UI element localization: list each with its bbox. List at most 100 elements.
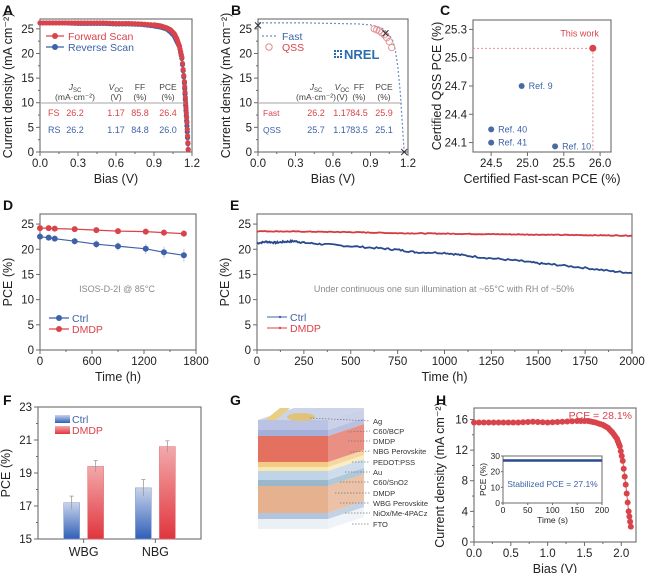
y-tick-label: 0 bbox=[28, 147, 34, 159]
table-cell: 25.9 bbox=[375, 108, 393, 118]
y-axis-label: Current density (mA cm⁻²) bbox=[433, 402, 447, 548]
inset-y-tick-label: 10 bbox=[491, 482, 501, 492]
panel-label-H: H bbox=[436, 392, 446, 408]
data-point bbox=[184, 119, 190, 126]
legend-marker bbox=[56, 326, 62, 332]
inset-x-tick-label: 50 bbox=[523, 505, 533, 515]
table-cell: 25.1 bbox=[375, 125, 393, 135]
data-point bbox=[37, 225, 43, 232]
y-tick-label: 24.4 bbox=[445, 109, 468, 121]
layer-label: DMDP bbox=[373, 489, 395, 498]
data-point bbox=[142, 245, 149, 252]
panel-e: 0 250 500 750 1000 1250 1500 1750 2000 0 5 10 15 20 25… bbox=[218, 213, 645, 384]
table-header-unit: (mA·cm⁻²) bbox=[296, 92, 336, 102]
x-tick-label: 0.3 bbox=[70, 158, 86, 170]
cross-marker bbox=[400, 148, 408, 156]
layer-side bbox=[328, 507, 364, 529]
y-tick-label: 0 bbox=[246, 147, 252, 159]
table-header: FF bbox=[135, 82, 145, 92]
x-tick-label: 0.6 bbox=[325, 158, 341, 170]
bar-dmdp bbox=[159, 446, 176, 540]
data-point bbox=[71, 238, 78, 245]
layer-front bbox=[258, 462, 328, 467]
table-cell: 26.2 bbox=[66, 125, 84, 135]
x-tick-label: 1.0 bbox=[540, 548, 556, 560]
layer-side bbox=[328, 501, 364, 519]
layer-top bbox=[258, 408, 364, 420]
x-tick-label: 1.5 bbox=[576, 548, 592, 560]
table-cell: 26.0 bbox=[159, 125, 177, 135]
data-point bbox=[616, 443, 623, 450]
table-cell: 26.4 bbox=[159, 108, 177, 118]
layer-label: NiOx/Me-4PACz bbox=[373, 509, 428, 518]
data-point bbox=[544, 419, 551, 426]
data-point bbox=[488, 126, 495, 133]
inset-x-tick-label: 100 bbox=[545, 505, 559, 515]
legend-label: DMDP bbox=[72, 425, 103, 437]
series-line-dmdp bbox=[257, 229, 633, 237]
y-tick-label: 0 bbox=[28, 345, 34, 357]
inset-annotation: Stabilized PCE = 27.1% bbox=[507, 479, 598, 489]
y-tick-label: 10 bbox=[239, 98, 252, 110]
data-point bbox=[480, 419, 487, 426]
data-point bbox=[45, 225, 52, 232]
panel-label-F: F bbox=[3, 392, 12, 408]
y-axis-label: PCE (%) bbox=[0, 449, 13, 498]
legend-label: DMDP bbox=[72, 324, 103, 336]
legend-label: DMDP bbox=[290, 323, 321, 335]
legend-label: Fast bbox=[282, 31, 303, 43]
x-tick-label: 1250 bbox=[479, 356, 505, 368]
ag-electrode bbox=[287, 413, 315, 421]
inset-y-tick-label: 0 bbox=[495, 498, 500, 508]
layer-front bbox=[258, 519, 328, 529]
inset-x-tick-label: 200 bbox=[595, 505, 609, 515]
table-row-label: RS bbox=[48, 125, 61, 135]
data-point bbox=[37, 233, 43, 240]
layer-label: DMDP bbox=[373, 437, 395, 446]
data-point bbox=[554, 419, 561, 426]
x-tick-label: 0.0 bbox=[250, 158, 266, 170]
layer-label: C60/BCP bbox=[373, 427, 404, 436]
inset-y-tick-label: 30 bbox=[491, 451, 501, 461]
y-tick-label: 25 bbox=[238, 219, 251, 231]
layer-side bbox=[328, 459, 364, 480]
data-point bbox=[622, 481, 629, 488]
data-point bbox=[485, 419, 492, 426]
axes-frame bbox=[473, 407, 637, 543]
data-point bbox=[510, 419, 517, 426]
table-row-label: Fast bbox=[263, 108, 280, 118]
data-point bbox=[620, 465, 627, 472]
data-point bbox=[559, 418, 566, 425]
data-point bbox=[185, 140, 191, 146]
x-axis-label: Time (h) bbox=[95, 370, 141, 384]
legend-label: QSS bbox=[282, 42, 304, 54]
y-tick-label: 21 bbox=[19, 435, 32, 447]
layer-front bbox=[258, 513, 328, 519]
data-point-highlight bbox=[589, 44, 597, 52]
x-tick-label: 0.0 bbox=[32, 158, 48, 170]
data-point bbox=[619, 457, 626, 464]
table-header: VOC bbox=[109, 82, 124, 94]
nrel-logo-dot bbox=[334, 53, 336, 55]
panel-label-D: D bbox=[3, 197, 13, 213]
data-point bbox=[71, 226, 78, 233]
nrel-logo-dot bbox=[340, 53, 342, 55]
table-header: PCE bbox=[375, 82, 393, 92]
data-point bbox=[182, 89, 188, 95]
x-tick-label: 0.3 bbox=[288, 158, 304, 170]
table-cell: 1.17 bbox=[107, 125, 125, 135]
inset-frame bbox=[502, 455, 603, 504]
y-tick-label: 20 bbox=[21, 48, 34, 60]
data-point bbox=[471, 419, 477, 426]
x-tick-label: 2000 bbox=[619, 356, 645, 368]
point-label: Ref. 41 bbox=[498, 138, 527, 148]
legend-label: Ctrl bbox=[72, 313, 88, 325]
panel-b: 0.0 0.3 0.6 0.9 1.2 0 5 10 15 20 25 Bias (V) Current… bbox=[219, 13, 416, 186]
data-point bbox=[180, 66, 186, 73]
layer-label: NBG Perovskite bbox=[373, 447, 426, 456]
data-point bbox=[617, 448, 624, 455]
legend-swatch bbox=[55, 426, 70, 434]
table-header-unit: (%) bbox=[377, 92, 390, 102]
x-tick-label: 750 bbox=[388, 356, 407, 368]
y-tick-label: 25.3 bbox=[445, 24, 467, 36]
